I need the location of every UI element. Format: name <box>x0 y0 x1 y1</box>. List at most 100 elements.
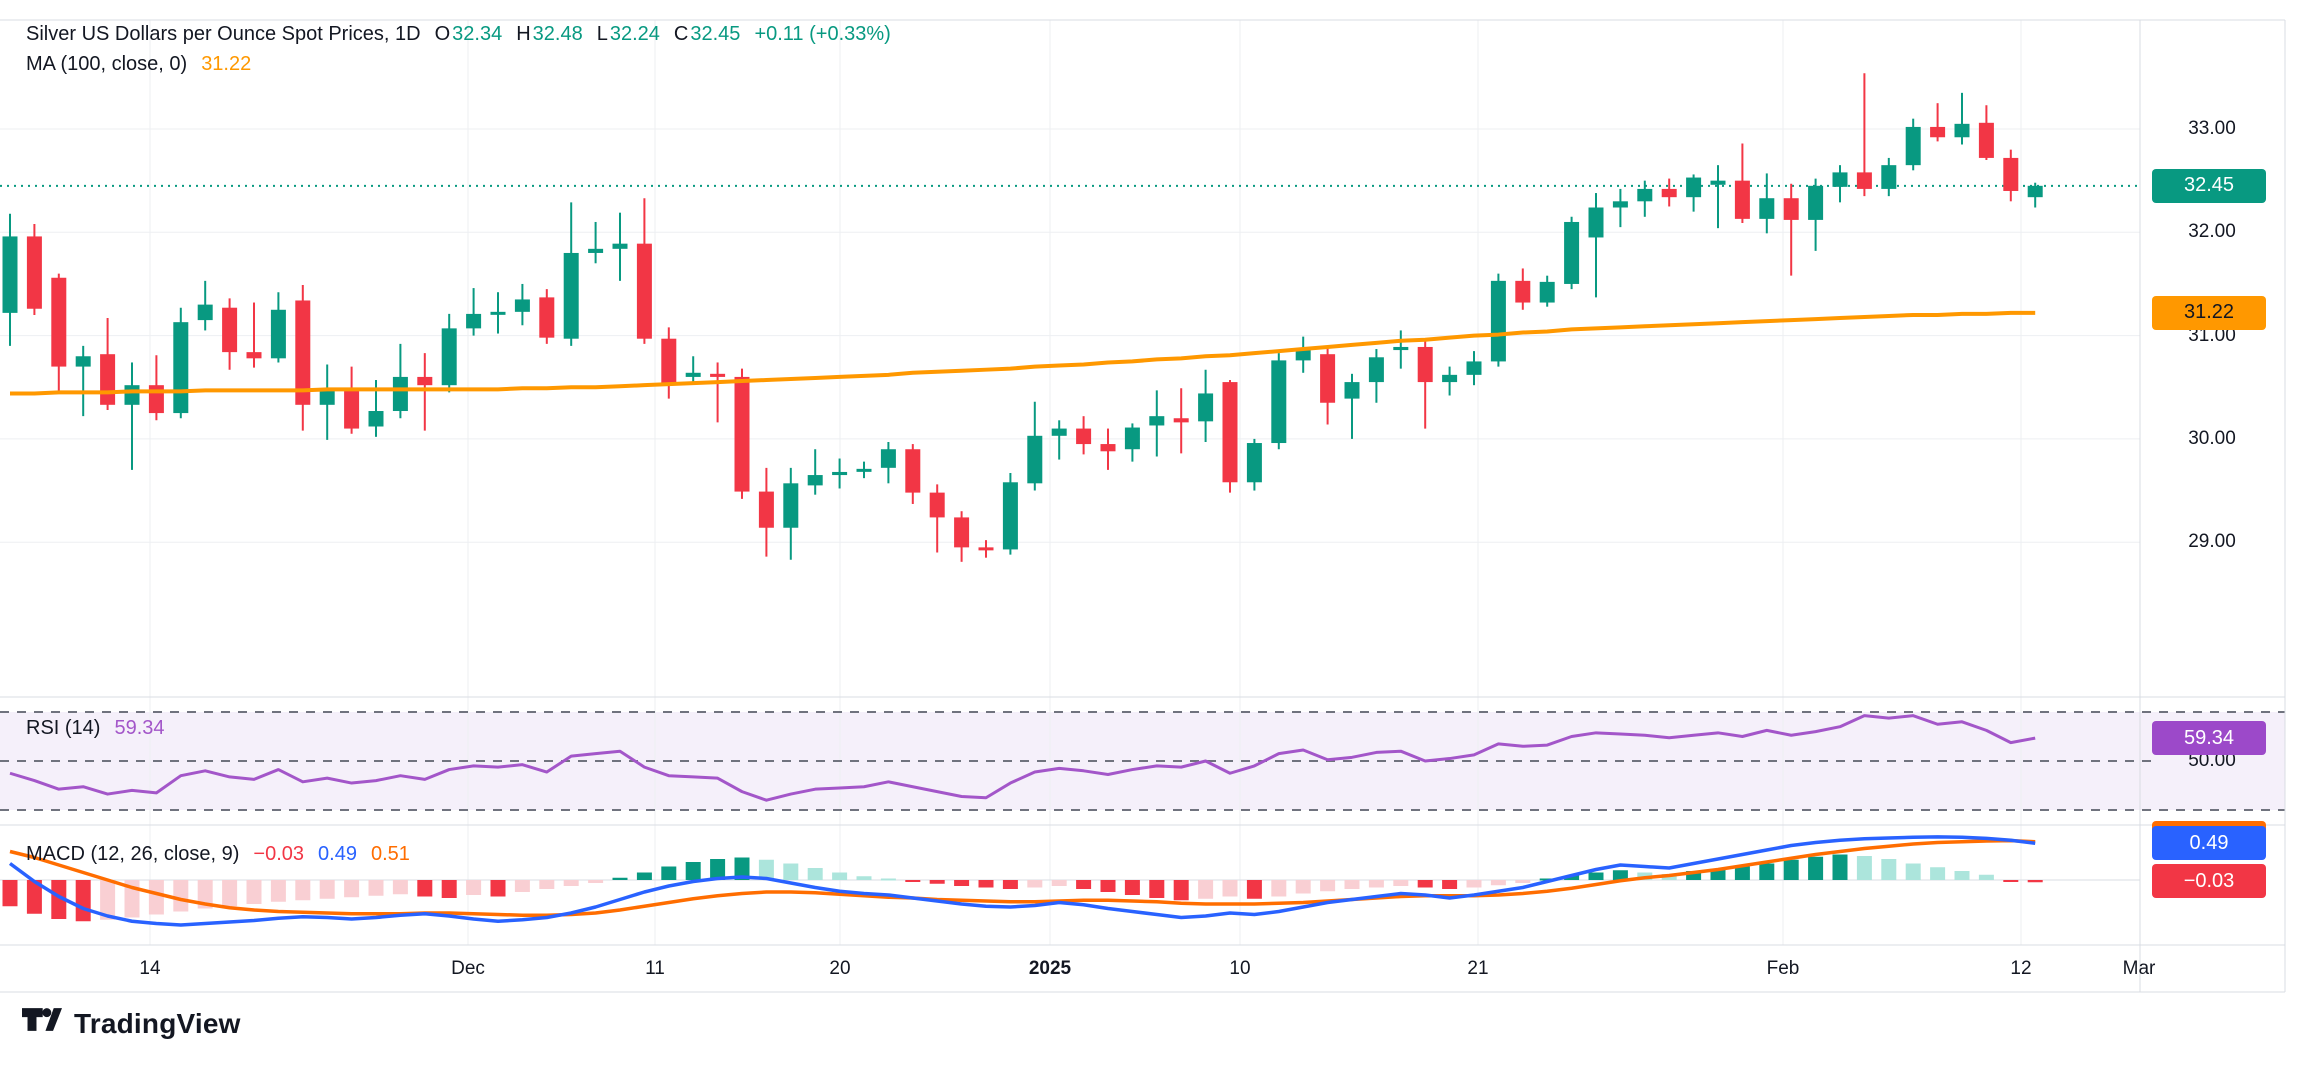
candle-body[interactable] <box>1149 416 1165 426</box>
tradingview-logo-link[interactable]: TradingView <box>22 1006 241 1042</box>
candle-body[interactable] <box>1783 198 1799 220</box>
candle-body[interactable] <box>1490 280 1506 362</box>
candle-body[interactable] <box>1539 281 1555 303</box>
macd-histogram-bar[interactable] <box>1246 880 1262 899</box>
candle-body[interactable] <box>1051 428 1067 436</box>
candle-body[interactable] <box>1856 172 1872 189</box>
candle-body[interactable] <box>1246 443 1262 483</box>
candle-body[interactable] <box>1320 354 1336 403</box>
candle-body[interactable] <box>417 376 433 386</box>
candle-body[interactable] <box>563 252 579 339</box>
candle-body[interactable] <box>1930 126 1946 138</box>
macd-histogram-bar[interactable] <box>1149 880 1165 898</box>
candle-body[interactable] <box>1466 361 1482 375</box>
macd-histogram[interactable] <box>2 854 2043 922</box>
macd-histogram-bar[interactable] <box>1100 880 1116 892</box>
macd-histogram-bar[interactable] <box>1076 880 1092 889</box>
macd-histogram-bar[interactable] <box>1442 880 1458 889</box>
macd-histogram-bar[interactable] <box>1856 856 1872 880</box>
macd-histogram-bar[interactable] <box>514 880 530 892</box>
candle-body[interactable] <box>1881 165 1897 189</box>
macd-histogram-bar[interactable] <box>612 877 628 880</box>
candle-body[interactable] <box>710 373 726 377</box>
candle-body[interactable] <box>612 243 628 249</box>
candle-body[interactable] <box>1588 207 1604 238</box>
macd-histogram-bar[interactable] <box>1222 880 1238 897</box>
candle-body[interactable] <box>1734 180 1750 219</box>
candle-body[interactable] <box>1100 444 1116 452</box>
macd-histogram-bar[interactable] <box>148 880 164 915</box>
candle-body[interactable] <box>1612 201 1628 208</box>
macd-histogram-bar[interactable] <box>563 880 579 886</box>
macd-histogram-bar[interactable] <box>246 880 262 904</box>
candle-body[interactable] <box>588 248 604 253</box>
candle-body[interactable] <box>295 300 311 405</box>
candle-body[interactable] <box>807 475 823 486</box>
macd-histogram-bar[interactable] <box>734 857 750 881</box>
candle-body[interactable] <box>392 376 408 412</box>
candle-body[interactable] <box>1198 393 1214 422</box>
candle-body[interactable] <box>1637 188 1653 202</box>
candle-body[interactable] <box>1222 382 1238 483</box>
candle-body[interactable] <box>783 483 799 528</box>
candle-body[interactable] <box>1295 350 1311 361</box>
candle-body[interactable] <box>173 322 189 414</box>
candle-body[interactable] <box>758 491 774 528</box>
macd-histogram-bar[interactable] <box>1686 871 1702 880</box>
macd-histogram-bar[interactable] <box>710 859 726 880</box>
candle-body[interactable] <box>1002 482 1018 550</box>
candle-body[interactable] <box>270 309 286 359</box>
candle-body[interactable] <box>100 354 116 405</box>
macd-histogram-bar[interactable] <box>1295 880 1311 894</box>
macd-histogram-bar[interactable] <box>1368 880 1384 888</box>
macd-histogram-bar[interactable] <box>490 880 506 897</box>
main-legend-row[interactable]: Silver US Dollars per Ounce Spot Prices,… <box>26 22 891 46</box>
macd-histogram-bar[interactable] <box>1905 863 1921 881</box>
candle-body[interactable] <box>905 449 921 493</box>
candle-body[interactable] <box>1978 122 1994 158</box>
candle-body[interactable] <box>1027 435 1043 484</box>
candle-body[interactable] <box>2 236 18 313</box>
macd-histogram-bar[interactable] <box>1344 880 1360 889</box>
macd-histogram-bar[interactable] <box>392 880 408 895</box>
macd-histogram-bar[interactable] <box>807 868 823 880</box>
macd-histogram-bar[interactable] <box>197 880 213 909</box>
candle-body[interactable] <box>490 311 506 315</box>
candle-body[interactable] <box>539 297 555 338</box>
candle-body[interactable] <box>1393 346 1409 351</box>
candle-body[interactable] <box>734 376 750 492</box>
macd-histogram-bar[interactable] <box>783 863 799 881</box>
candlestick-series[interactable] <box>2 73 2043 562</box>
candle-body[interactable] <box>978 547 994 551</box>
macd-histogram-bar[interactable] <box>539 880 555 889</box>
macd-histogram-bar[interactable] <box>685 862 701 880</box>
macd-histogram-bar[interactable] <box>1051 880 1067 886</box>
candle-body[interactable] <box>1076 428 1092 445</box>
macd-histogram-bar[interactable] <box>1881 859 1897 880</box>
macd-histogram-bar[interactable] <box>173 880 189 912</box>
macd-histogram-bar[interactable] <box>1490 880 1506 886</box>
macd-histogram-bar[interactable] <box>832 872 848 881</box>
macd-histogram-bar[interactable] <box>636 872 652 881</box>
candle-body[interactable] <box>222 307 238 353</box>
macd-histogram-bar[interactable] <box>1710 868 1726 880</box>
macd-histogram-bar[interactable] <box>978 880 994 888</box>
macd-histogram-bar[interactable] <box>954 880 970 886</box>
candle-body[interactable] <box>856 468 872 472</box>
macd-histogram-bar[interactable] <box>2 880 18 907</box>
macd-histogram-bar[interactable] <box>1759 863 1775 881</box>
candle-body[interactable] <box>1661 188 1677 198</box>
candle-body[interactable] <box>246 352 262 359</box>
candle-body[interactable] <box>368 411 384 427</box>
macd-histogram-bar[interactable] <box>2027 880 2043 883</box>
candle-body[interactable] <box>466 313 482 329</box>
macd-histogram-bar[interactable] <box>222 880 238 907</box>
candle-body[interactable] <box>197 304 213 321</box>
candle-body[interactable] <box>1905 126 1921 166</box>
macd-histogram-bar[interactable] <box>1393 880 1409 886</box>
macd-histogram-bar[interactable] <box>1320 880 1336 892</box>
candle-body[interactable] <box>26 236 42 309</box>
macd-histogram-bar[interactable] <box>368 880 384 896</box>
rsi-legend-row[interactable]: RSI (14) 59.34 <box>26 716 165 740</box>
